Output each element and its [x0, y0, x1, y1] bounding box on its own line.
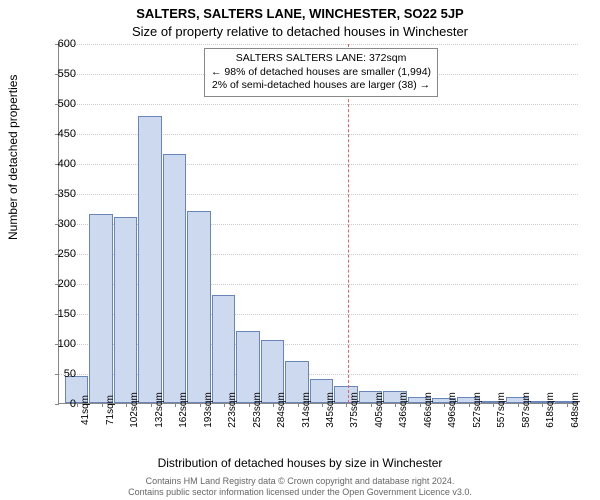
ytick-label: 150 — [46, 308, 76, 320]
annotation-line2: ← 98% of detached houses are smaller (1,… — [211, 66, 431, 78]
chart-container: SALTERS, SALTERS LANE, WINCHESTER, SO22 … — [0, 0, 600, 500]
ytick-label: 300 — [46, 218, 76, 230]
xtick-mark — [298, 403, 299, 407]
xtick-mark — [493, 403, 494, 407]
xtick-mark — [102, 403, 103, 407]
annotation-line1: SALTERS SALTERS LANE: 372sqm — [236, 52, 407, 64]
xtick-label: 527sqm — [472, 392, 483, 428]
xtick-mark — [273, 403, 274, 407]
xtick-mark — [77, 403, 78, 407]
xtick-label: 284sqm — [276, 392, 287, 428]
x-axis-label: Distribution of detached houses by size … — [0, 456, 600, 470]
gridline — [59, 194, 578, 195]
xtick-mark — [200, 403, 201, 407]
annotation-box: SALTERS SALTERS LANE: 372sqm ← 98% of det… — [204, 48, 438, 97]
xtick-mark — [567, 403, 568, 407]
xtick-mark — [249, 403, 250, 407]
xtick-mark — [518, 403, 519, 407]
chart-footer: Contains HM Land Registry data © Crown c… — [0, 476, 600, 498]
chart-title-line2: Size of property relative to detached ho… — [0, 24, 600, 39]
xtick-mark — [322, 403, 323, 407]
xtick-mark — [224, 403, 225, 407]
ytick-label: 100 — [46, 338, 76, 350]
chart-title-line1: SALTERS, SALTERS LANE, WINCHESTER, SO22 … — [0, 6, 600, 21]
xtick-mark — [126, 403, 127, 407]
xtick-label: 253sqm — [252, 392, 263, 428]
xtick-label: 405sqm — [374, 392, 385, 428]
xtick-mark — [420, 403, 421, 407]
histogram-bar — [89, 214, 112, 403]
xtick-mark — [444, 403, 445, 407]
xtick-label: 314sqm — [301, 392, 312, 428]
xtick-mark — [395, 403, 396, 407]
y-axis-label: Number of detached properties — [6, 75, 20, 240]
ytick-label: 400 — [46, 158, 76, 170]
gridline — [59, 134, 578, 135]
ytick-label: 50 — [46, 368, 76, 380]
plot-area: SALTERS SALTERS LANE: 372sqm ← 98% of det… — [58, 44, 578, 404]
gridline — [59, 44, 578, 45]
footer-line2: Contains public sector information licen… — [128, 487, 472, 497]
xtick-label: 345sqm — [325, 392, 336, 428]
xtick-label: 41sqm — [80, 395, 91, 425]
xtick-label: 223sqm — [227, 392, 238, 428]
marker-line — [348, 44, 349, 403]
histogram-bar — [212, 295, 235, 403]
xtick-mark — [175, 403, 176, 407]
ytick-label: 450 — [46, 128, 76, 140]
ytick-label: 500 — [46, 98, 76, 110]
xtick-label: 375sqm — [349, 392, 360, 428]
xtick-label: 618sqm — [545, 392, 556, 428]
xtick-label: 162sqm — [178, 392, 189, 428]
xtick-mark — [151, 403, 152, 407]
xtick-label: 436sqm — [398, 392, 409, 428]
xtick-mark — [346, 403, 347, 407]
xtick-mark — [371, 403, 372, 407]
histogram-bar — [163, 154, 186, 403]
xtick-mark — [469, 403, 470, 407]
ytick-label: 0 — [46, 398, 76, 410]
xtick-label: 648sqm — [570, 392, 581, 428]
xtick-label: 193sqm — [203, 392, 214, 428]
histogram-bar — [138, 116, 161, 403]
ytick-label: 350 — [46, 188, 76, 200]
footer-line1: Contains HM Land Registry data © Crown c… — [146, 476, 455, 486]
xtick-label: 496sqm — [447, 392, 458, 428]
xtick-label: 557sqm — [496, 392, 507, 428]
ytick-label: 550 — [46, 68, 76, 80]
xtick-label: 102sqm — [129, 392, 140, 428]
xtick-label: 587sqm — [521, 392, 532, 428]
ytick-label: 200 — [46, 278, 76, 290]
histogram-bar — [187, 211, 210, 403]
gridline — [59, 164, 578, 165]
xtick-mark — [542, 403, 543, 407]
xtick-label: 132sqm — [154, 392, 165, 428]
histogram-bar — [114, 217, 137, 403]
xtick-label: 71sqm — [105, 395, 116, 425]
gridline — [59, 104, 578, 105]
ytick-label: 250 — [46, 248, 76, 260]
xtick-label: 466sqm — [423, 392, 434, 428]
annotation-line3: 2% of semi-detached houses are larger (3… — [212, 79, 430, 91]
ytick-label: 600 — [46, 38, 76, 50]
